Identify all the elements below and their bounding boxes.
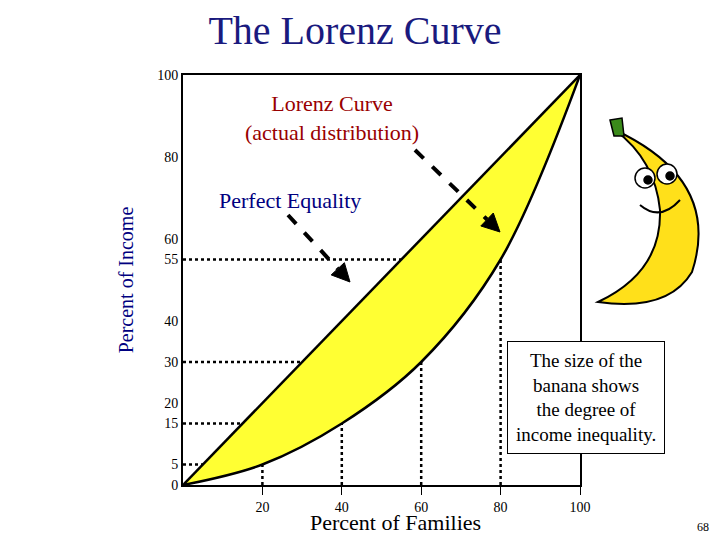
svg-text:30: 30 (164, 355, 178, 370)
svg-text:60: 60 (414, 500, 428, 515)
svg-text:40: 40 (335, 500, 349, 515)
svg-text:80: 80 (164, 150, 178, 165)
svg-text:68: 68 (697, 520, 709, 534)
svg-text:0: 0 (171, 478, 178, 493)
svg-text:Lorenz Curve(actual distributi: Lorenz Curve(actual distribution) (245, 91, 419, 145)
svg-text:Percent of Income: Percent of Income (115, 207, 137, 354)
svg-text:20: 20 (164, 396, 178, 411)
svg-text:55: 55 (164, 252, 178, 267)
svg-text:100: 100 (157, 68, 178, 83)
svg-text:20: 20 (255, 500, 269, 515)
svg-text:Perfect Equality: Perfect Equality (219, 188, 361, 213)
svg-text:40: 40 (164, 314, 178, 329)
svg-text:60: 60 (164, 232, 178, 247)
svg-text:80: 80 (494, 500, 508, 515)
svg-text:The Lorenz Curve: The Lorenz Curve (208, 8, 501, 53)
svg-text:The size of thebanana showsthe: The size of thebanana showsthe degree of… (516, 350, 656, 445)
svg-text:Percent of Families: Percent of Families (310, 510, 481, 535)
svg-text:5: 5 (171, 457, 178, 472)
svg-text:100: 100 (570, 500, 591, 515)
svg-text:15: 15 (164, 416, 178, 431)
